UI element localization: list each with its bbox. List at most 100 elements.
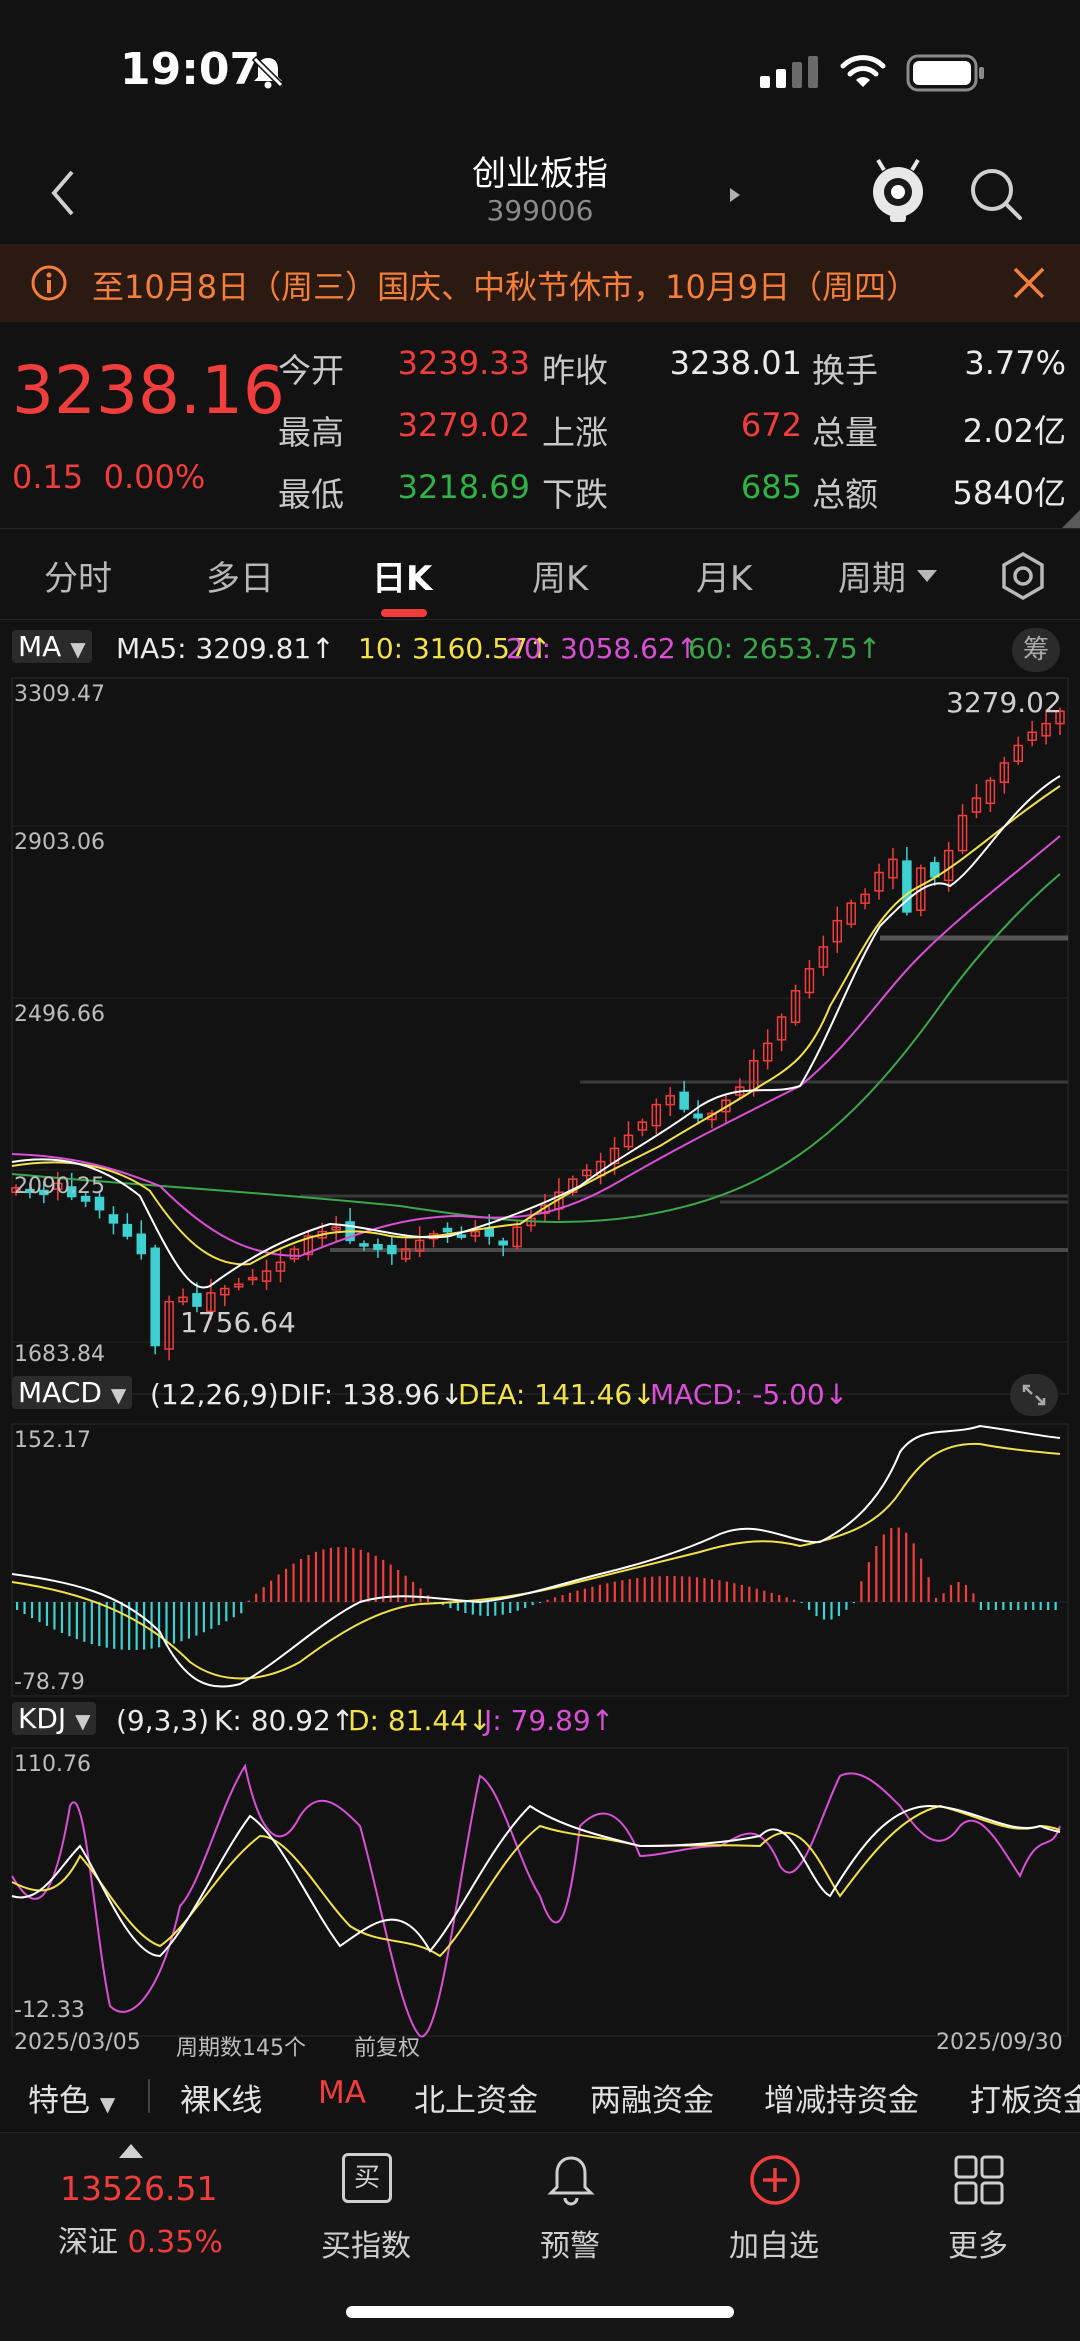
macd-bar [905, 1532, 908, 1602]
label-turnover: 换手 [812, 351, 878, 390]
kdj-k-line [11, 1804, 1061, 1958]
candle-body [860, 893, 870, 904]
back-chevron-icon[interactable] [48, 168, 78, 218]
header: 创业板指 399006 [0, 140, 1080, 244]
macd-chart[interactable] [0, 1422, 1080, 1698]
macd-bar [882, 1534, 885, 1602]
feature-naked-k[interactable]: 裸K线 [180, 2083, 263, 2119]
macd-bar [875, 1546, 878, 1602]
feature-special[interactable]: 特色 ▼ [28, 2075, 115, 2120]
macd-bar [53, 1602, 56, 1630]
ma5-value: MA5: 3209.81↑ [116, 632, 335, 665]
macd-bar [591, 1586, 594, 1602]
caret-up-icon[interactable] [118, 2143, 144, 2159]
grid-icon [954, 2155, 1004, 2205]
feature-limit-up[interactable]: 打板资金 [970, 2083, 1080, 2119]
feature-margin[interactable]: 两融资金 [590, 2083, 714, 2119]
value-prev-close: 3238.01 [669, 344, 802, 382]
corner-marker-icon [1062, 510, 1080, 528]
index-name-row[interactable]: 深证 0.35% [58, 2217, 223, 2261]
ma-selector[interactable]: MA ▼ [12, 630, 92, 663]
macd-selector[interactable]: MACD ▼ [12, 1376, 133, 1409]
candlestick-chart[interactable] [0, 676, 1080, 1396]
expand-button[interactable] [1010, 1374, 1058, 1416]
macd-dif-line [11, 1424, 1061, 1688]
macd-bar [949, 1585, 953, 1602]
macd-bar [770, 1592, 773, 1602]
candle-body [999, 762, 1010, 784]
adjust-mode[interactable]: 前复权 [354, 2036, 421, 2061]
caret-right-icon[interactable] [728, 186, 742, 204]
macd-bar [718, 1580, 721, 1602]
caret-down-icon: ▼ [70, 637, 86, 661]
search-icon[interactable] [968, 166, 1024, 222]
kdj-chart[interactable] [0, 1746, 1080, 2038]
candle-body [178, 1296, 188, 1303]
tab-monthly-k[interactable]: 月K [696, 559, 753, 599]
settings-icon[interactable] [998, 551, 1048, 601]
price-axis-2: 2903.06 [14, 830, 105, 855]
candle-body [804, 968, 815, 994]
macd-bar [568, 1592, 572, 1602]
macd-bar [494, 1602, 497, 1616]
index-value[interactable]: 13526.51 [60, 2169, 218, 2208]
macd-bar [845, 1602, 848, 1610]
feature-ma[interactable]: MA [318, 2075, 366, 2111]
macd-bar [367, 1552, 370, 1602]
macd-bar [247, 1600, 250, 1602]
label-high: 最高 [278, 413, 344, 452]
price-low-label: 1756.64 [180, 1306, 296, 1339]
macd-bar [38, 1602, 41, 1623]
feature-holding-change[interactable]: 增减持资金 [764, 2083, 919, 2119]
label-open: 今开 [278, 351, 344, 390]
macd-bar [202, 1602, 205, 1633]
holiday-notice-banner[interactable]: 至10月8日（周三）国庆、中秋节休市，10月9日（周四） [0, 244, 1080, 322]
period-count: 周期数145个 [176, 2036, 306, 2061]
macd-bar [755, 1588, 758, 1602]
candle-body [66, 1186, 77, 1198]
security-code: 399006 [486, 194, 594, 227]
caret-down-icon: ▼ [110, 1383, 127, 1407]
ma-selector-label: MA [18, 630, 62, 663]
feature-northbound[interactable]: 北上资金 [414, 2083, 538, 2119]
mascot-assistant-icon[interactable] [868, 158, 928, 224]
tab-weekly-k[interactable]: 周K [532, 559, 589, 599]
macd-bar [83, 1602, 86, 1642]
candle-body [401, 1248, 411, 1260]
tab-multiday[interactable]: 多日 [206, 559, 274, 599]
tab-daily-k[interactable]: 日K [372, 559, 433, 599]
macd-bar [98, 1602, 101, 1647]
macd-bar [397, 1569, 400, 1602]
macd-bar [539, 1602, 542, 1603]
macd-bar [404, 1575, 407, 1602]
info-icon [31, 265, 67, 301]
tab-intraday[interactable]: 分时 [44, 559, 112, 599]
candle-body [1027, 731, 1037, 741]
macd-bar [232, 1602, 235, 1618]
caret-down-icon[interactable] [916, 569, 938, 583]
bell-icon [547, 2156, 595, 2206]
period-tabs: 分时 多日 日K 周K 月K 周期 [0, 528, 1080, 620]
macd-bar [927, 1577, 930, 1602]
close-icon[interactable] [1012, 266, 1046, 300]
macd-bar [359, 1549, 362, 1602]
label-advancers: 上涨 [542, 413, 608, 452]
tab-period[interactable]: 周期 [838, 559, 906, 599]
macd-bar [187, 1602, 191, 1639]
macd-bar [501, 1602, 504, 1615]
active-tab-indicator [381, 609, 427, 617]
kdj-selector-label: KDJ [18, 1702, 67, 1735]
macd-bar [531, 1602, 534, 1606]
chip-distribution-button[interactable]: 筹 [1012, 628, 1060, 672]
macd-bar [920, 1558, 923, 1602]
macd-bar [651, 1576, 654, 1602]
kdj-selector[interactable]: KDJ ▼ [12, 1702, 97, 1735]
kline-chart-area[interactable]: MA ▼ MA5: 3209.81↑ 10: 3160.57↑ 20: 3058… [0, 620, 1080, 2061]
macd-bar [1002, 1602, 1005, 1610]
candle-body [39, 1189, 49, 1196]
feature-bar: 特色 ▼ 裸K线 MA 北上资金 两融资金 增减持资金 打板资金 [0, 2063, 1080, 2129]
caret-down-icon: ▼ [75, 1709, 91, 1733]
candle-body [721, 1099, 731, 1113]
macd-bar [763, 1590, 766, 1602]
macd-bar [733, 1583, 736, 1602]
